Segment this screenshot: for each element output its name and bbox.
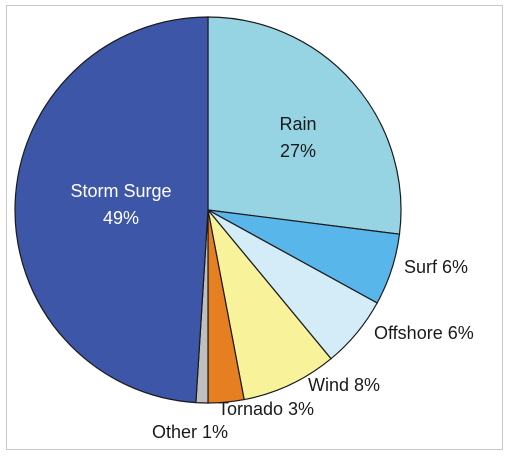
slice-label-rain: Rain 27%: [279, 114, 316, 161]
slice-label-wind: Wind 8%: [308, 375, 380, 395]
slice-label-storm-surge: Storm Surge 49%: [70, 181, 171, 228]
pie-labels: Rain 27% Surf 6% Offshore 6% Wind 8% Tornado …: [70, 114, 473, 442]
slice-label-tornado: Tornado 3%: [218, 399, 314, 419]
pie-slice-wind: [207, 209, 332, 401]
pie-slice-storm-surge: [14, 16, 209, 404]
pie-slices: [14, 16, 402, 404]
slice-label-other: Other 1%: [152, 422, 228, 442]
slice-label-surf: Surf 6%: [404, 257, 468, 277]
pie-slice-rain: [207, 16, 402, 235]
slice-label-offshore: Offshore 6%: [374, 323, 474, 343]
